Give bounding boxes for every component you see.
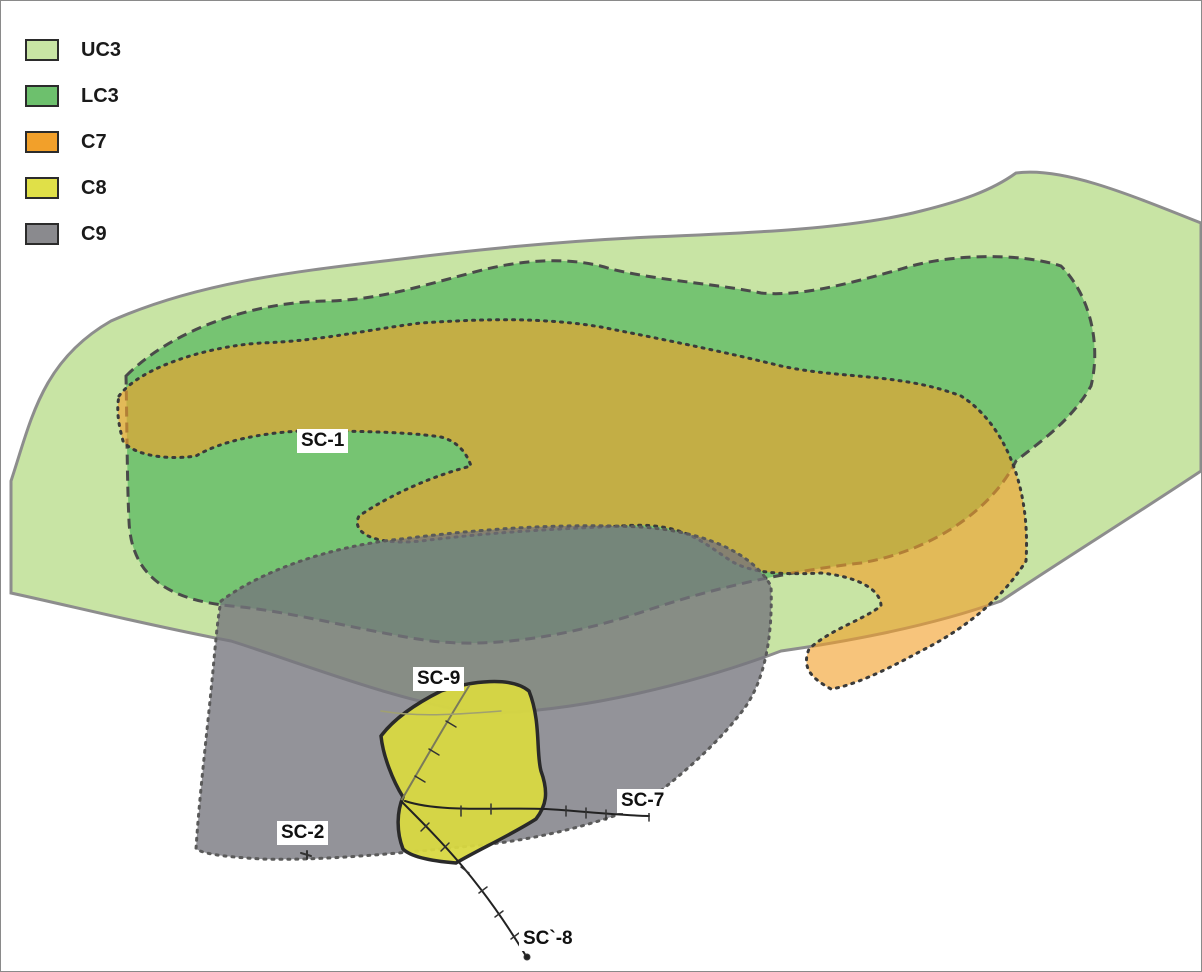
legend-label: C8 <box>81 176 107 199</box>
legend-swatch <box>25 177 59 199</box>
legend-label: C9 <box>81 222 107 245</box>
legend-label: UC3 <box>81 38 122 61</box>
legend-item-uc3: UC3 <box>25 27 121 73</box>
legend-swatch <box>25 131 59 153</box>
traverse-lines <box>300 685 650 961</box>
legend-swatch <box>25 223 59 245</box>
legend: UC3 LC3 C7 C8 C9 <box>25 27 121 257</box>
legend-item-c8: C8 <box>25 165 121 211</box>
legend-item-lc3: LC3 <box>25 73 121 119</box>
label-sc-7: SC-7 <box>617 789 669 813</box>
legend-item-c9: C9 <box>25 211 121 257</box>
label-sc-8: SC`-8 <box>519 927 577 951</box>
legend-item-c7: C7 <box>25 119 121 165</box>
legend-swatch <box>25 39 59 61</box>
region-c7 <box>116 318 1029 691</box>
region-c8 <box>379 679 548 865</box>
label-sc-9: SC-9 <box>413 667 465 691</box>
label-sc-2: SC-2 <box>277 821 329 845</box>
label-sc-1: SC-1 <box>297 429 349 453</box>
legend-label: LC3 <box>81 84 119 107</box>
legend-swatch <box>25 85 59 107</box>
legend-label: C7 <box>81 130 107 153</box>
